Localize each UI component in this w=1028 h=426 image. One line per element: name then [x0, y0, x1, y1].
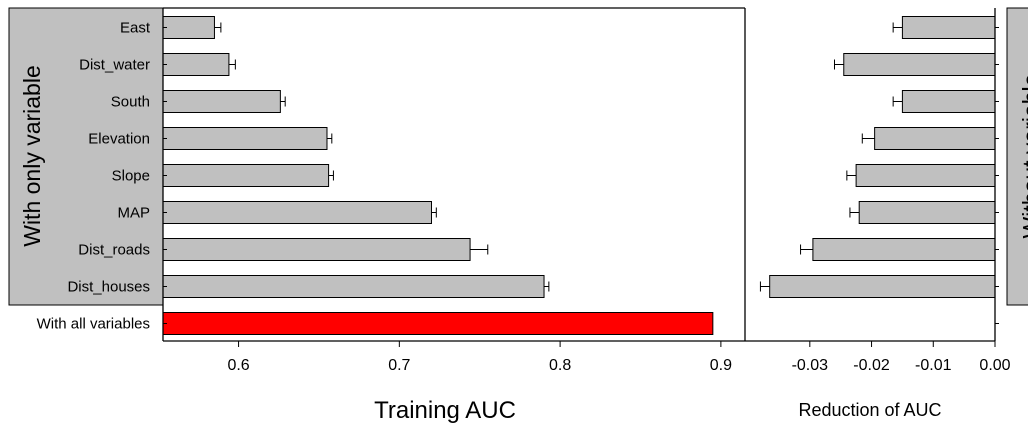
right-x-tick-label-3: 0.00	[979, 357, 1010, 374]
bar-left-6	[162, 238, 471, 261]
category-label-7: Dist_houses	[67, 279, 150, 296]
bar-left-2	[162, 90, 281, 113]
category-label-2: South	[111, 94, 150, 111]
category-label-1: Dist_water	[79, 57, 150, 74]
bar-left-7	[162, 275, 545, 298]
left-strip-label: With only variable	[19, 65, 45, 247]
bar-right-2	[901, 90, 996, 113]
right-x-tick-label-2: -0.01	[915, 357, 952, 374]
left-x-tick-label-1: 0.7	[388, 357, 410, 374]
bar-left-4	[162, 164, 330, 187]
category-label-4: Slope	[112, 168, 150, 185]
bar-left-5	[162, 201, 432, 224]
left-strip	[8, 7, 164, 306]
bar-right-4	[855, 164, 996, 187]
bar-right-1	[843, 53, 996, 76]
bar-right-3	[874, 127, 996, 150]
bar-right-7	[769, 275, 996, 298]
right-x-tick-label-1: -0.02	[853, 357, 890, 374]
bar-left-1	[162, 53, 230, 76]
bar-right-5	[858, 201, 996, 224]
left-x-tick-label-2: 0.8	[549, 357, 571, 374]
left-x-tick-label-0: 0.6	[227, 357, 249, 374]
category-label-8: With all variables	[37, 316, 150, 333]
category-label-5: MAP	[117, 205, 150, 222]
right-x-tick-label-0: -0.03	[792, 357, 829, 374]
category-label-0: East	[120, 20, 151, 37]
right-strip	[1006, 7, 1028, 306]
bar-left-8	[162, 312, 714, 335]
right-strip-label: Without variable	[1018, 74, 1028, 239]
right-x-axis-title: Reduction of AUC	[798, 400, 941, 420]
category-label-6: Dist_roads	[78, 242, 150, 259]
bar-right-6	[812, 238, 996, 261]
bar-right-0	[901, 16, 996, 39]
bar-left-0	[162, 16, 215, 39]
category-label-3: Elevation	[88, 131, 150, 148]
bar-left-3	[162, 127, 328, 150]
left-x-axis-title: Training AUC	[374, 397, 516, 424]
left-x-tick-label-3: 0.9	[710, 357, 732, 374]
